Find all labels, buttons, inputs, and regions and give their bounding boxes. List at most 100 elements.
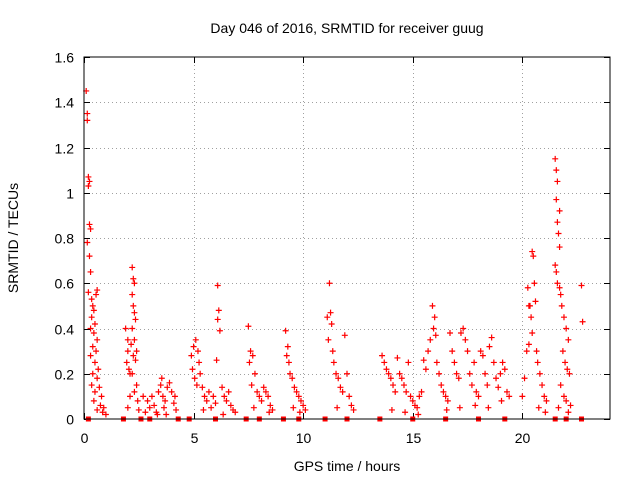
- data-point: [567, 402, 574, 409]
- data-point: [436, 370, 443, 377]
- data-point: [475, 393, 482, 400]
- data-point: [131, 336, 138, 343]
- data-point: [197, 370, 204, 377]
- data-point: [295, 393, 302, 400]
- y-tick-label: 0.8: [55, 231, 75, 247]
- data-point: [86, 178, 93, 185]
- data-point: [84, 110, 91, 117]
- data-point: [425, 348, 432, 355]
- data-point: [533, 348, 540, 355]
- data-point: [326, 280, 333, 287]
- data-point: [155, 388, 162, 395]
- data-point: [484, 382, 491, 389]
- data-point: [94, 406, 101, 413]
- data-point: [212, 400, 219, 407]
- data-point: [203, 397, 210, 404]
- data-point: [258, 397, 265, 404]
- data-point: [223, 397, 230, 404]
- data-point: [94, 375, 101, 382]
- data-point: [486, 343, 493, 350]
- data-point: [191, 375, 198, 382]
- data-point: [457, 330, 464, 337]
- data-point: [90, 397, 97, 404]
- x-tick-label: 15: [406, 430, 422, 446]
- data-point: [488, 334, 495, 341]
- data-point: [427, 336, 434, 343]
- data-point: [94, 336, 101, 343]
- data-point: [84, 117, 91, 124]
- data-point: [498, 397, 505, 404]
- data-point: [339, 388, 346, 395]
- data-point: [84, 239, 91, 246]
- data-point: [89, 370, 96, 377]
- y-tick-label: 0: [66, 412, 74, 428]
- data-point: [556, 207, 563, 214]
- data-point: [325, 336, 332, 343]
- data-point: [578, 282, 585, 289]
- data-point: [348, 402, 355, 409]
- data-point: [324, 314, 331, 321]
- data-point: [333, 370, 340, 377]
- data-point: [130, 302, 137, 309]
- data-point: [560, 314, 567, 321]
- data-point: [472, 402, 479, 409]
- data-point: [328, 320, 335, 327]
- data-point: [407, 393, 414, 400]
- data-point: [521, 375, 528, 382]
- data-point: [132, 316, 139, 323]
- data-point: [163, 411, 170, 418]
- data-point: [297, 397, 304, 404]
- data-point: [430, 325, 437, 332]
- data-point: [440, 388, 447, 395]
- data-point: [173, 406, 180, 413]
- data-point: [200, 406, 207, 413]
- data-point: [296, 409, 303, 416]
- data-point: [266, 409, 273, 416]
- data-point: [102, 411, 109, 418]
- data-point: [95, 366, 102, 373]
- data-point: [249, 352, 256, 359]
- data-point: [158, 375, 165, 382]
- data-point: [159, 393, 166, 400]
- data-point: [225, 388, 232, 395]
- plot-frame: [83, 56, 611, 420]
- data-point: [350, 406, 357, 413]
- data-point: [556, 244, 563, 251]
- data-point: [248, 382, 255, 389]
- data-point: [135, 406, 142, 413]
- data-point: [554, 178, 561, 185]
- data-point: [329, 348, 336, 355]
- data-point: [464, 348, 471, 355]
- data-point: [402, 409, 409, 416]
- data-point: [471, 359, 478, 366]
- data-point: [420, 357, 427, 364]
- data-point: [91, 359, 98, 366]
- data-point: [346, 393, 353, 400]
- data-point: [302, 406, 309, 413]
- data-point: [300, 402, 307, 409]
- data-point: [409, 397, 416, 404]
- data-point: [330, 359, 337, 366]
- data-point: [208, 404, 215, 411]
- data-point: [341, 332, 348, 339]
- data-point: [403, 388, 410, 395]
- data-point: [130, 275, 137, 282]
- data-point: [563, 397, 570, 404]
- chart-title: Day 046 of 2016, SRMTID for receiver guu…: [210, 20, 483, 36]
- data-point: [539, 382, 546, 389]
- data-point: [431, 314, 438, 321]
- data-point: [124, 336, 131, 343]
- x-tick-label: 20: [515, 430, 531, 446]
- data-point: [214, 282, 221, 289]
- y-tick-label: 1.4: [55, 95, 75, 111]
- data-point: [289, 375, 296, 382]
- data-point: [381, 359, 388, 366]
- data-point: [88, 382, 95, 389]
- data-point: [282, 327, 289, 334]
- data-point: [337, 384, 344, 391]
- data-point: [501, 366, 508, 373]
- data-point: [133, 348, 140, 355]
- data-point: [97, 402, 104, 409]
- data-point: [524, 284, 531, 291]
